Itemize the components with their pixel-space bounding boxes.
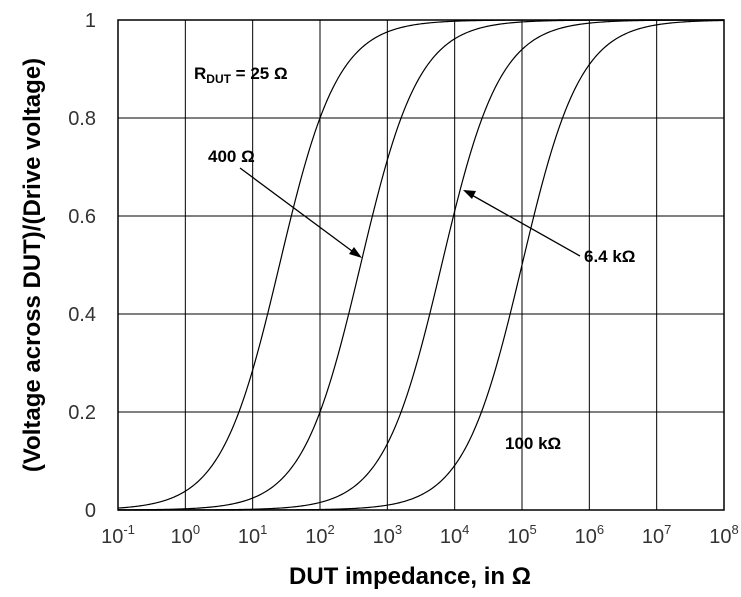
- annotation-400-ohm: 400 Ω: [208, 147, 362, 258]
- svg-text:RDUT = 25 Ω: RDUT = 25 Ω: [194, 64, 288, 86]
- y-tick-label: 0.4: [68, 304, 96, 326]
- y-tick-label: 0.6: [68, 206, 96, 228]
- x-tick-label: 104: [440, 522, 469, 548]
- x-axis-title: DUT impedance, in Ω: [289, 563, 531, 590]
- x-tick-label: 101: [238, 522, 267, 548]
- svg-text:400 Ω: 400 Ω: [208, 147, 255, 166]
- arrowhead-6-4k-ohm: [463, 190, 476, 199]
- x-tick-labels: 10-1 100 101 102 103 104 105 106 107 108: [101, 522, 739, 548]
- annotation-100k-ohm: 100 kΩ: [505, 434, 561, 453]
- y-tick-labels: 0 0.2 0.4 0.6 0.8 1: [68, 10, 96, 522]
- x-tick-label: 10-1: [101, 522, 135, 548]
- y-tick-label: 1: [85, 10, 96, 32]
- y-tick-label: 0: [85, 500, 96, 522]
- x-tick-label: 105: [507, 522, 536, 548]
- x-tick-label: 108: [709, 522, 738, 548]
- arrow-400-ohm: [239, 167, 357, 255]
- x-tick-label: 100: [171, 522, 200, 548]
- y-axis-title: (Voltage across DUT)/(Drive voltage): [19, 58, 46, 472]
- svg-text:6.4 kΩ: 6.4 kΩ: [584, 247, 635, 266]
- x-tick-label: 103: [373, 522, 402, 548]
- y-tick-label: 0.8: [68, 108, 96, 130]
- y-tick-label: 0.2: [68, 402, 96, 424]
- arrowhead-400-ohm: [349, 247, 362, 258]
- arrow-6-4k-ohm: [469, 193, 581, 257]
- x-tick-label: 107: [642, 522, 671, 548]
- x-tick-label: 102: [305, 522, 334, 548]
- svg-text:100 kΩ: 100 kΩ: [505, 434, 561, 453]
- annotation-6-4k-ohm: 6.4 kΩ: [463, 190, 635, 266]
- x-tick-label: 106: [575, 522, 604, 548]
- annotation-25-ohm: RDUT = 25 Ω: [194, 64, 288, 86]
- plot-frame: [117, 19, 725, 511]
